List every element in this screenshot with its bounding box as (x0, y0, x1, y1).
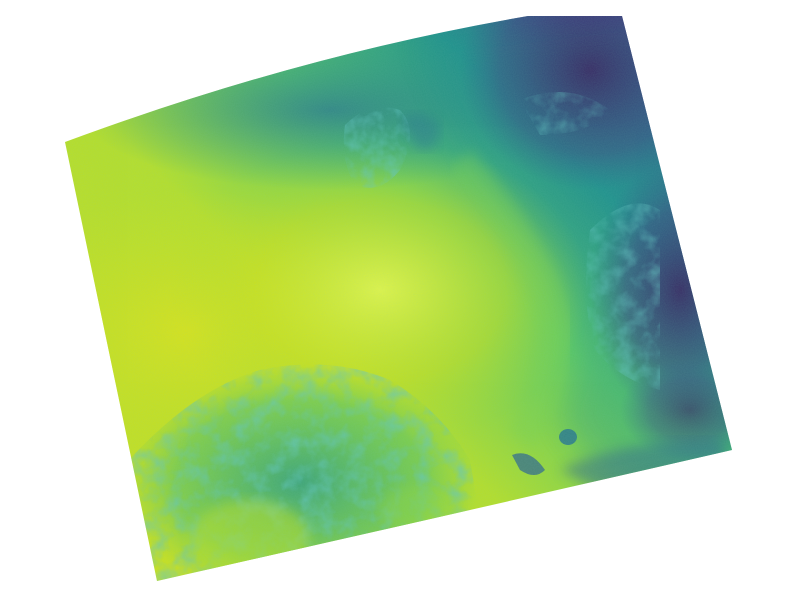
map-raster (65, 16, 732, 581)
map-figure (65, 16, 732, 581)
